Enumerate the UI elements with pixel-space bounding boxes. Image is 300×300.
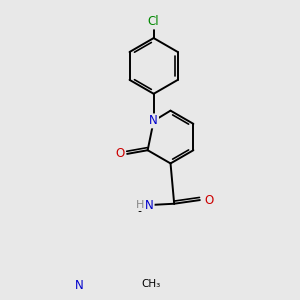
Text: O: O <box>204 194 213 207</box>
Text: N: N <box>149 114 158 128</box>
Text: Cl: Cl <box>148 16 160 28</box>
Text: O: O <box>115 147 124 161</box>
Text: H: H <box>136 200 145 210</box>
Text: CH₃: CH₃ <box>141 279 160 290</box>
Text: N: N <box>145 199 154 212</box>
Text: N: N <box>74 279 83 292</box>
